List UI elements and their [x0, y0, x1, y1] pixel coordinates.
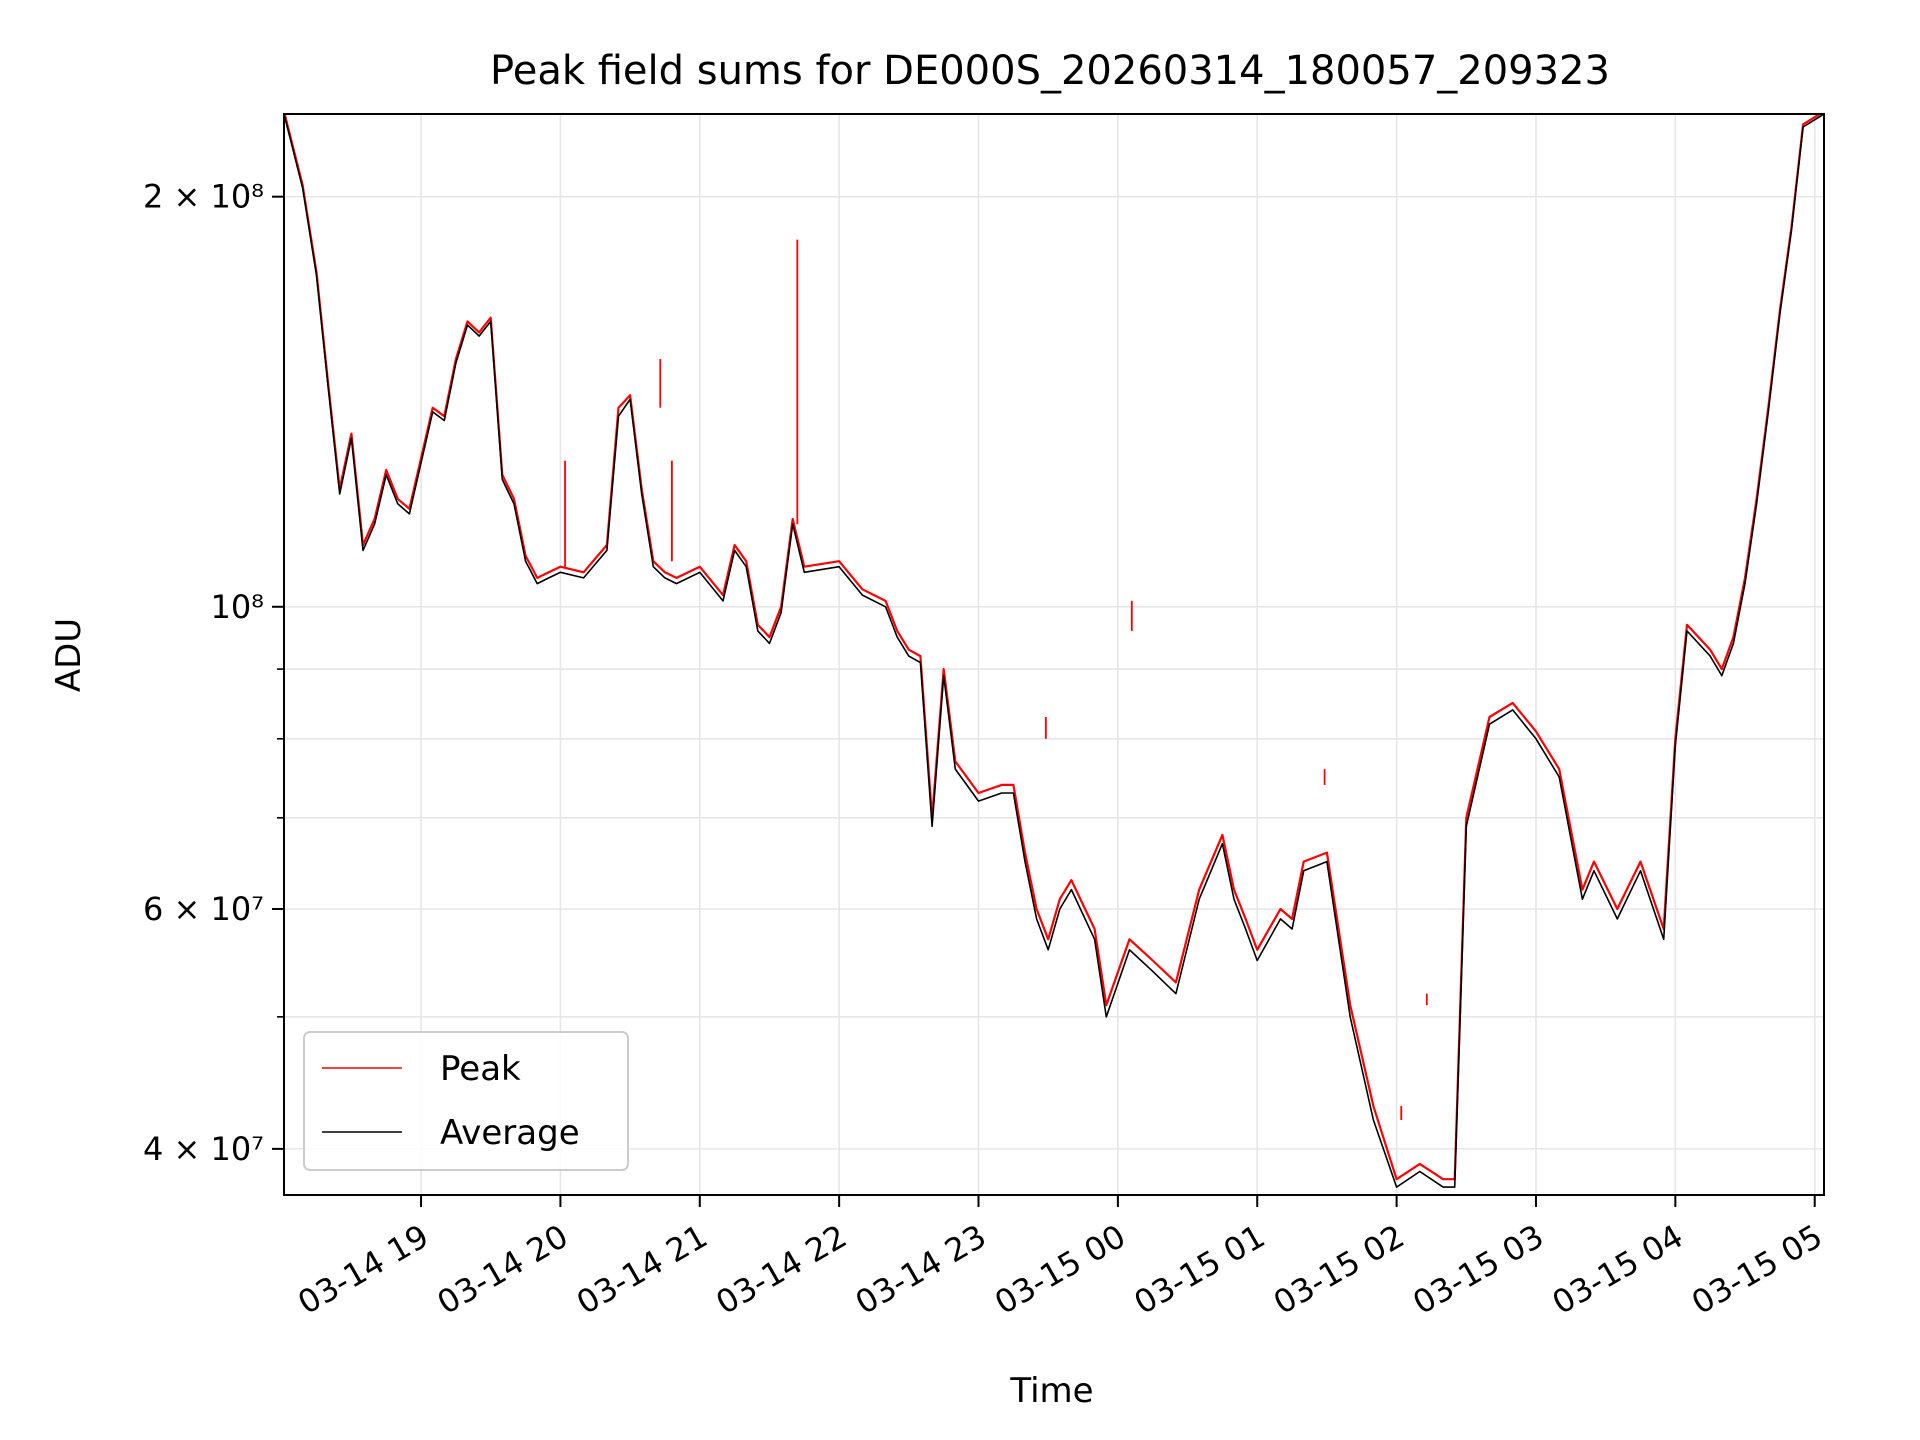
plot-area-frame	[283, 113, 1825, 1196]
series-group	[284, 114, 1824, 1188]
y-tick-label-3: 2 × 10⁸	[143, 178, 264, 216]
legend: Peak Average	[303, 1031, 629, 1171]
series-line-average	[284, 114, 1824, 1188]
y-tick-label-0: 4 × 10⁷	[143, 1130, 264, 1168]
y-axis-label: ADU	[49, 618, 89, 692]
x-axis-label: Time	[1009, 1371, 1093, 1411]
y-tick-label-2: 10⁸	[210, 588, 264, 626]
grid-lines	[284, 114, 1824, 1195]
y-axis: 4 × 10⁷ 6 × 10⁷ 10⁸ 2 × 10⁸	[143, 178, 284, 1168]
series-layer	[284, 114, 1824, 1188]
chart-title: Peak field sums for DE000S_20260314_1800…	[490, 48, 1610, 94]
legend-label-peak: Peak	[440, 1049, 521, 1089]
y-tick-label-1: 6 × 10⁷	[143, 890, 264, 928]
legend-box	[303, 1031, 629, 1171]
legend-label-average: Average	[440, 1113, 580, 1153]
